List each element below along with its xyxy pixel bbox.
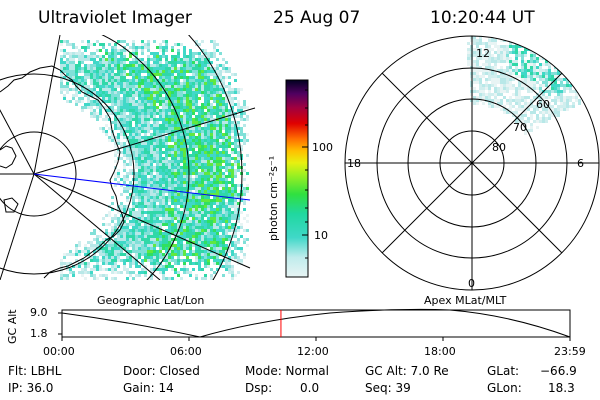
geographic-caption: Geographic Lat/Lon	[97, 294, 205, 307]
seq-label: Seq: 39	[365, 381, 411, 395]
glat-label: GLat:	[487, 364, 520, 378]
alt-axis-label: GC Alt	[6, 309, 19, 344]
geographic-map-panel	[0, 35, 256, 280]
auroral-emission-left	[60, 40, 249, 280]
time-tick: 12:00	[297, 345, 329, 358]
mlt-label-18: 18	[347, 157, 361, 170]
colorbar-tick-10: 10	[314, 229, 328, 242]
mlt-label-0: 0	[468, 277, 475, 290]
sun-meridian-line	[33, 173, 251, 201]
time-tick: 00:00	[43, 345, 75, 358]
coastline-inlet	[0, 145, 17, 169]
coastline-island	[3, 197, 19, 213]
instrument-title: Ultraviolet Imager	[38, 8, 192, 28]
date-label: 25 Aug 07	[273, 8, 361, 28]
ip-label: IP: 36.0	[8, 381, 54, 395]
alt-tick-bottom: 1.8	[30, 327, 48, 340]
alt-tick-top: 9.0	[30, 306, 48, 319]
door-label: Door: Closed	[123, 364, 200, 378]
dsp-value: 0.0	[300, 381, 320, 395]
colorbar-unit-label: photon cm⁻²s⁻¹	[267, 155, 280, 241]
mlt-label-12: 12	[476, 47, 490, 60]
altitude-strip	[58, 308, 571, 341]
mode-label: Mode: Normal	[245, 364, 329, 378]
mlat-label-60: 60	[536, 98, 550, 111]
mlt-label-6: 6	[577, 157, 584, 170]
colorbar-tick-100: 100	[312, 141, 333, 154]
gain-label: Gain: 14	[123, 381, 174, 395]
mlat-mlt-polar-panel	[344, 35, 600, 291]
mlat-label-80: 80	[492, 141, 506, 154]
glon-label: GLon:	[487, 381, 522, 395]
filter-label: Flt: LBHL	[8, 364, 62, 378]
mlat-label-70: 70	[513, 121, 527, 134]
time-label: 10:20:44 UT	[430, 8, 535, 28]
glat-value: −66.9	[540, 364, 577, 378]
altitude-curve	[61, 308, 571, 338]
time-tick: 06:00	[170, 345, 202, 358]
dsp-label: Dsp:	[245, 381, 273, 395]
coastline	[0, 65, 125, 279]
time-tick: 23:59	[554, 345, 586, 358]
colorbar	[285, 79, 309, 278]
gc-alt-label: GC Alt: 7.0 Re	[365, 364, 449, 378]
time-tick: 18:00	[424, 345, 456, 358]
apex-caption: Apex MLat/MLT	[424, 294, 507, 307]
glon-value: 18.3	[548, 381, 575, 395]
